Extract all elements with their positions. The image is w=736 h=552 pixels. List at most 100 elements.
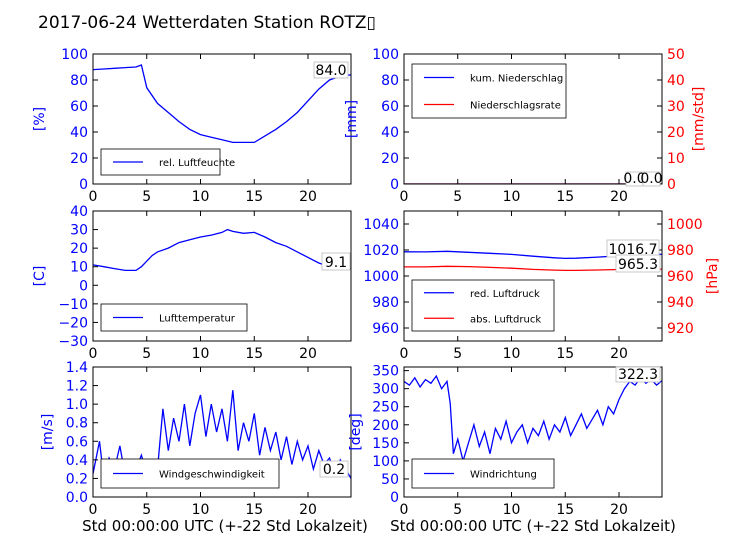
y-tick-label: 20 xyxy=(70,241,88,257)
x-tick-label: 10 xyxy=(503,346,521,362)
y-tick-label: 40 xyxy=(70,204,88,220)
legend-box xyxy=(411,63,567,119)
y-tick-label: −30 xyxy=(58,334,88,350)
y-axis-label: [deg] xyxy=(348,413,364,450)
y-tick-label: 0 xyxy=(79,177,88,193)
value-annotation-box xyxy=(313,61,349,79)
legend: Windrichtung xyxy=(411,458,555,489)
x-tick-label: 5 xyxy=(453,189,462,205)
chart-panel-rain: 0 5 10 15 20 0 20 40 60 80 100 0 10 20 30 40 50 [mm] [mm/s… xyxy=(344,47,707,205)
y-tick-label: 350 xyxy=(372,364,399,380)
y-tick-label: 60 xyxy=(70,99,88,115)
value-annotation: 0.0 xyxy=(623,171,645,187)
x-tick-label: 20 xyxy=(299,346,317,362)
y-tick-label: 100 xyxy=(61,47,88,63)
y-tick-label: 960 xyxy=(372,321,399,337)
y-tick-label: 150 xyxy=(372,436,399,452)
value-annotation: 0.2 xyxy=(323,462,345,478)
x-tick-label: 0 xyxy=(89,502,98,518)
legend-label: Niederschlagsrate xyxy=(470,101,561,112)
legend-box xyxy=(411,279,555,332)
x-tick-label: 15 xyxy=(245,189,263,205)
plot-frame xyxy=(403,366,663,498)
y-tick-label: 80 xyxy=(70,73,88,89)
legend-label: abs. Luftdruck xyxy=(470,314,541,325)
y2-tick-label: 20 xyxy=(667,125,685,141)
y2-tick-label: 30 xyxy=(667,99,685,115)
y-tick-label: 50 xyxy=(381,472,399,488)
x-tick-label: 20 xyxy=(610,346,628,362)
x-tick-label: 5 xyxy=(453,502,462,518)
x-tick-label: 0 xyxy=(400,346,409,362)
y-tick-label: 10 xyxy=(70,260,88,276)
y-tick-label: 1.4 xyxy=(66,360,88,376)
x-tick-label: 5 xyxy=(142,189,151,205)
y-tick-label: 30 xyxy=(70,223,88,239)
y-tick-label: 0.0 xyxy=(66,490,88,506)
value-annotation: 9.1 xyxy=(325,255,347,271)
x-tick-label: 5 xyxy=(142,346,151,362)
x-axis-label-right: Std 00:00:00 UTC (+-22 Std Lokalzeit) xyxy=(390,517,676,535)
y2-tick-label: 980 xyxy=(667,243,694,259)
y-tick-label: 0 xyxy=(390,177,399,193)
y-tick-label: 1.2 xyxy=(66,379,88,395)
y-tick-label: 1020 xyxy=(363,243,399,259)
plot-frame xyxy=(92,210,352,342)
value-annotation-box xyxy=(642,171,661,187)
y2-tick-label: 940 xyxy=(667,295,694,311)
x-tick-label: 5 xyxy=(453,346,462,362)
legend: Windgeschwindigkeit xyxy=(100,458,280,489)
plot-frame xyxy=(92,366,352,498)
y-tick-label: 1040 xyxy=(363,217,399,233)
chart-panel-pressure: 0 5 10 15 20 960 980 1000 1020 1040 920 940 960 980 10… xyxy=(363,210,721,362)
value-annotation: 1016.7 xyxy=(609,242,658,258)
y-tick-label: 980 xyxy=(372,295,399,311)
y-tick-label: 0 xyxy=(390,490,399,506)
y2-axis-label: [hPa] xyxy=(705,258,721,294)
x-tick-label: 15 xyxy=(245,346,263,362)
value-annotation: 84.0 xyxy=(315,63,346,79)
y-tick-label: 0.6 xyxy=(66,434,88,450)
y-tick-label: −20 xyxy=(58,315,88,331)
legend-label: kum. Niederschlag xyxy=(470,74,563,85)
legend-label: Windrichtung xyxy=(470,470,537,481)
y-tick-label: 80 xyxy=(381,73,399,89)
figure-title: 2017-06-24 Wetterdaten Station ROTZ▯ xyxy=(38,13,376,33)
y-axis-label: [C] xyxy=(32,266,48,287)
x-tick-label: 20 xyxy=(299,189,317,205)
series-line-temperature-0 xyxy=(93,228,351,272)
y-tick-label: 1.0 xyxy=(66,397,88,413)
x-tick-label: 15 xyxy=(556,346,574,362)
series-line-pressure-1 xyxy=(404,265,662,272)
y2-tick-label: 40 xyxy=(667,73,685,89)
y2-tick-label: 1000 xyxy=(667,217,703,233)
x-tick-label: 0 xyxy=(400,189,409,205)
value-annotation: 0.0 xyxy=(640,171,662,187)
y-tick-label: 0 xyxy=(79,278,88,294)
x-tick-label: 20 xyxy=(610,189,628,205)
y2-tick-label: 960 xyxy=(667,269,694,285)
y-tick-label: 300 xyxy=(372,382,399,398)
value-annotation-box xyxy=(615,366,661,383)
x-tick-label: 0 xyxy=(400,502,409,518)
chart-panel-wind-speed: 0 5 10 15 20 0.0 0.2 0.4 0.6 0.8 1.0 1.2 1.4 [m/s] 0.2… xyxy=(40,360,352,518)
plot-frame xyxy=(92,53,352,185)
y-tick-label: −10 xyxy=(58,297,88,313)
x-tick-label: 15 xyxy=(245,502,263,518)
x-tick-label: 10 xyxy=(503,502,521,518)
legend: red. Luftdruck abs. Luftdruck xyxy=(411,279,555,332)
x-axis-label-left: Std 00:00:00 UTC (+-22 Std Lokalzeit) xyxy=(82,517,368,535)
y-tick-label: 250 xyxy=(372,400,399,416)
value-annotation-box xyxy=(321,252,351,271)
value-annotation-box xyxy=(319,460,349,478)
x-tick-label: 10 xyxy=(192,189,210,205)
x-tick-label: 0 xyxy=(89,346,98,362)
x-tick-label: 20 xyxy=(610,502,628,518)
value-annotation: 965.3 xyxy=(618,257,658,273)
chart-panel-temperature: 0 5 10 15 20 −30 −20 −10 0 10 20 30 40 [C] 9.1 Lufttemp… xyxy=(32,204,352,362)
legend-label: Lufttemperatur xyxy=(159,314,236,325)
y-axis-label: [mm] xyxy=(344,100,360,138)
series-line-wind-direction-0 xyxy=(404,374,662,464)
legend-label: Windgeschwindigkeit xyxy=(159,470,265,481)
